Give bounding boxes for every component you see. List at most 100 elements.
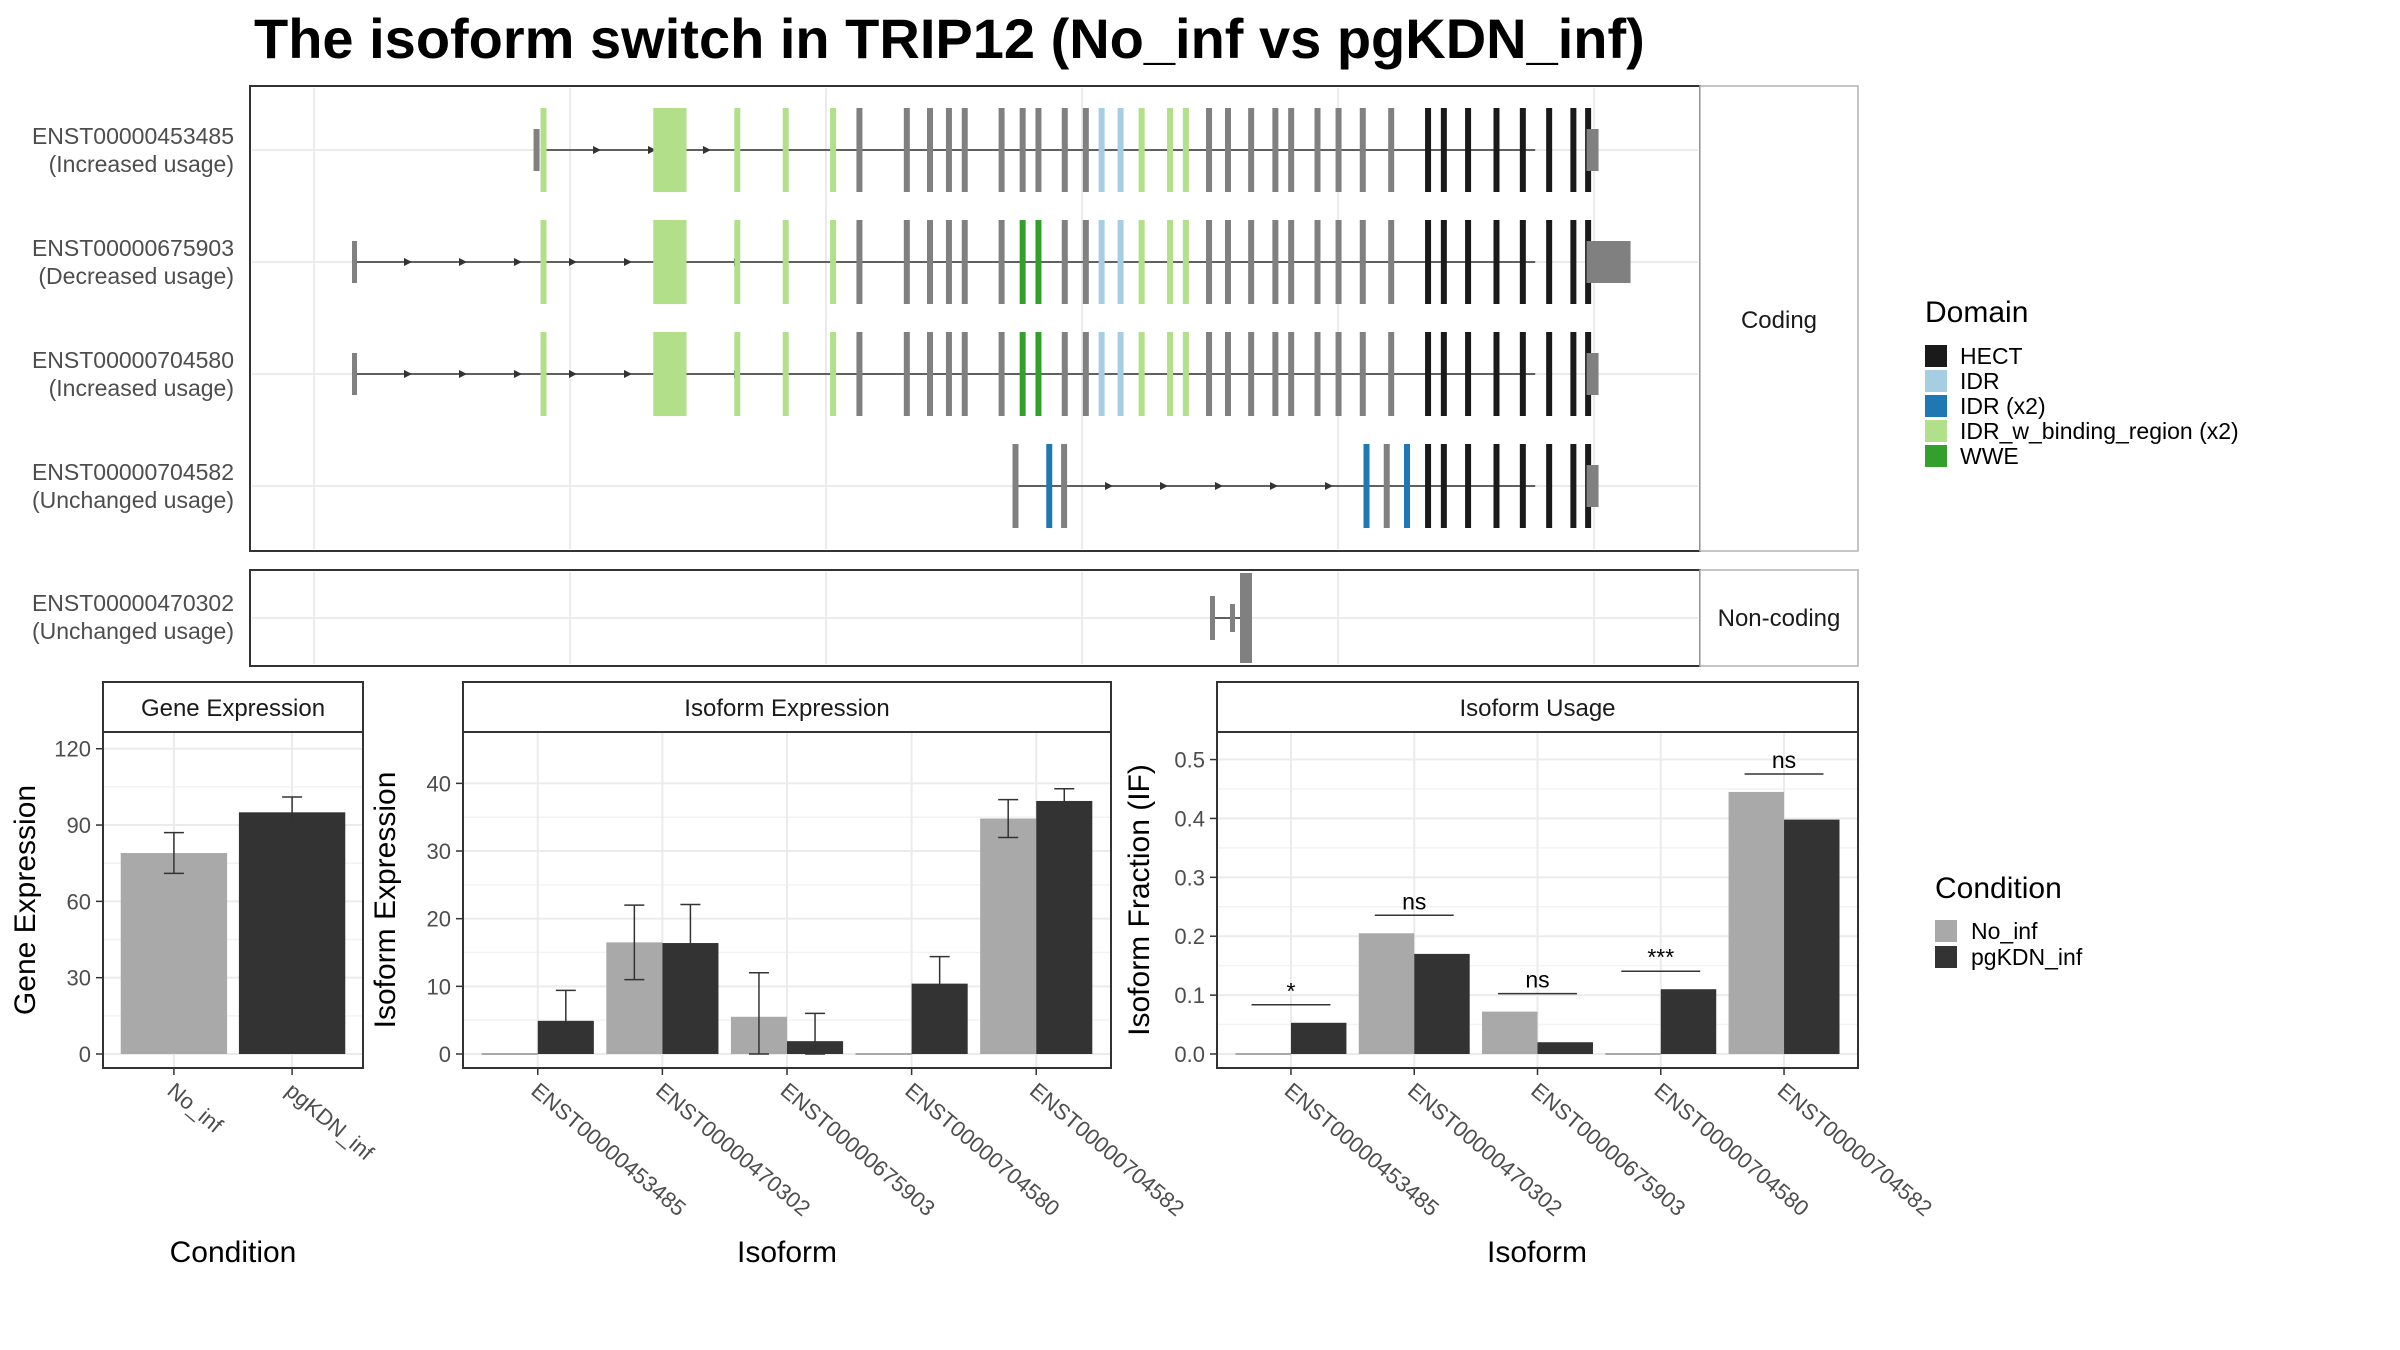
exon — [540, 220, 547, 304]
exon — [1061, 444, 1068, 528]
exon — [903, 332, 910, 416]
exon — [1167, 332, 1174, 416]
legend-swatch — [1925, 420, 1947, 442]
legend-item-pgkdn-inf: pgKDN_inf — [1935, 944, 2083, 970]
hect-exon — [1465, 444, 1472, 528]
exon — [1206, 220, 1213, 304]
coding-strip — [1699, 85, 1859, 552]
y-tick-label: 0.4 — [1174, 806, 1205, 831]
strand-arrow — [703, 146, 711, 154]
exon — [540, 108, 547, 192]
exon — [1117, 108, 1124, 192]
exon — [1248, 332, 1255, 416]
bar — [1728, 791, 1785, 1054]
bar — [1290, 1022, 1347, 1054]
y-tick-label: 60 — [67, 889, 91, 914]
y-tick-label: 0.0 — [1174, 1042, 1205, 1067]
exon — [1335, 332, 1342, 416]
legend-swatch — [1925, 345, 1947, 367]
hect-exon — [1546, 444, 1553, 528]
exon — [1098, 220, 1105, 304]
exon — [734, 220, 741, 304]
strand-arrow — [624, 370, 632, 378]
exon — [1019, 332, 1026, 416]
exon — [856, 332, 863, 416]
exon — [961, 108, 968, 192]
strip-label: Isoform Usage — [1459, 695, 1615, 722]
exon — [1210, 596, 1215, 640]
track-label-4: ENST00000704582 (Unchanged usage) — [32, 459, 234, 513]
legend-label: WWE — [1960, 443, 2019, 469]
transcript-track — [1012, 444, 1599, 528]
gene-expression-chart: Gene Expression 0 30 60 90 120 No_inf pgKDN_inf… — [9, 681, 379, 1269]
exon — [1272, 220, 1279, 304]
exon — [1359, 332, 1366, 416]
exon — [663, 108, 687, 192]
strand-arrow — [404, 258, 412, 266]
exon — [856, 108, 863, 192]
exon — [1082, 220, 1089, 304]
exon — [663, 220, 687, 304]
hect-exon — [1493, 444, 1500, 528]
y-tick-label: 0.3 — [1174, 865, 1205, 890]
strand-arrow — [1160, 482, 1168, 490]
strand-arrow — [459, 258, 467, 266]
domain-legend-title: Domain — [1925, 296, 2028, 329]
hect-exon — [1440, 108, 1447, 192]
utr-exon — [1586, 465, 1599, 507]
exon — [1388, 220, 1395, 304]
exon — [1082, 332, 1089, 416]
exon — [1061, 332, 1068, 416]
hect-exon — [1493, 108, 1500, 192]
strip-label: Gene Expression — [141, 695, 325, 722]
usage-status: (Increased usage) — [49, 151, 234, 177]
coding-panel — [249, 85, 1701, 552]
exon — [998, 332, 1005, 416]
exon — [1035, 108, 1042, 192]
hect-exon — [1519, 444, 1526, 528]
exon — [1035, 332, 1042, 416]
exon — [782, 332, 789, 416]
strand-arrow — [459, 370, 467, 378]
transcript-track — [1210, 573, 1252, 663]
y-tick-label: 30 — [67, 966, 91, 991]
exon — [653, 108, 666, 192]
legend-label: IDR — [1960, 368, 2000, 394]
hect-exon — [1519, 220, 1526, 304]
legend-swatch — [1925, 395, 1947, 417]
transcript-track — [352, 220, 1631, 304]
exon — [926, 108, 933, 192]
hect-exon — [1465, 332, 1472, 416]
x-axis-title: Condition — [170, 1236, 297, 1269]
hect-exon — [1493, 332, 1500, 416]
y-tick-label: 10 — [427, 974, 451, 999]
hect-exon — [1465, 220, 1472, 304]
exon — [1098, 332, 1105, 416]
bar — [1036, 800, 1093, 1054]
exon — [1117, 220, 1124, 304]
x-axis-title: Isoform — [737, 1236, 837, 1269]
bar — [980, 818, 1037, 1054]
coding-strip-label: Coding — [1741, 307, 1817, 334]
exon — [1363, 444, 1370, 528]
transcript-id: ENST00000470302 — [32, 590, 234, 616]
exon — [1206, 332, 1213, 416]
exon — [1182, 108, 1189, 192]
legend-swatch — [1935, 920, 1957, 942]
exon — [1224, 220, 1231, 304]
hect-exon — [1425, 108, 1432, 192]
y-tick-label: 90 — [67, 813, 91, 838]
exon — [1082, 108, 1089, 192]
exon — [830, 108, 837, 192]
exon — [663, 332, 687, 416]
bar — [1660, 989, 1717, 1054]
bar — [238, 812, 346, 1054]
exon — [1012, 444, 1019, 528]
significance-label: * — [1286, 978, 1295, 1004]
bar — [1537, 1042, 1593, 1054]
strand-arrow — [593, 146, 601, 154]
utr-exon — [533, 129, 540, 171]
hect-exon — [1546, 220, 1553, 304]
hect-exon — [1465, 108, 1472, 192]
